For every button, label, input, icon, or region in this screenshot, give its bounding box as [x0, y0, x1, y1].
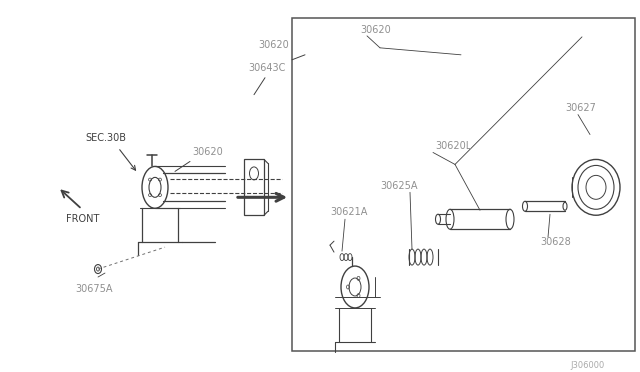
Text: 30620: 30620 — [360, 25, 391, 35]
Text: 30620L: 30620L — [435, 141, 471, 151]
Text: 30621A: 30621A — [330, 207, 367, 217]
Bar — [292, 18, 635, 351]
Text: 30643C: 30643C — [248, 63, 285, 73]
Text: 30628: 30628 — [540, 237, 571, 247]
Text: J306000: J306000 — [570, 361, 604, 370]
Text: 30627: 30627 — [565, 103, 596, 113]
Text: FRONT: FRONT — [66, 214, 99, 224]
Text: 30620: 30620 — [258, 40, 289, 50]
Text: 30620: 30620 — [192, 147, 223, 157]
Text: 30625A: 30625A — [380, 181, 417, 191]
Text: SEC.30B: SEC.30B — [85, 132, 126, 142]
Text: 30675A: 30675A — [75, 284, 113, 294]
